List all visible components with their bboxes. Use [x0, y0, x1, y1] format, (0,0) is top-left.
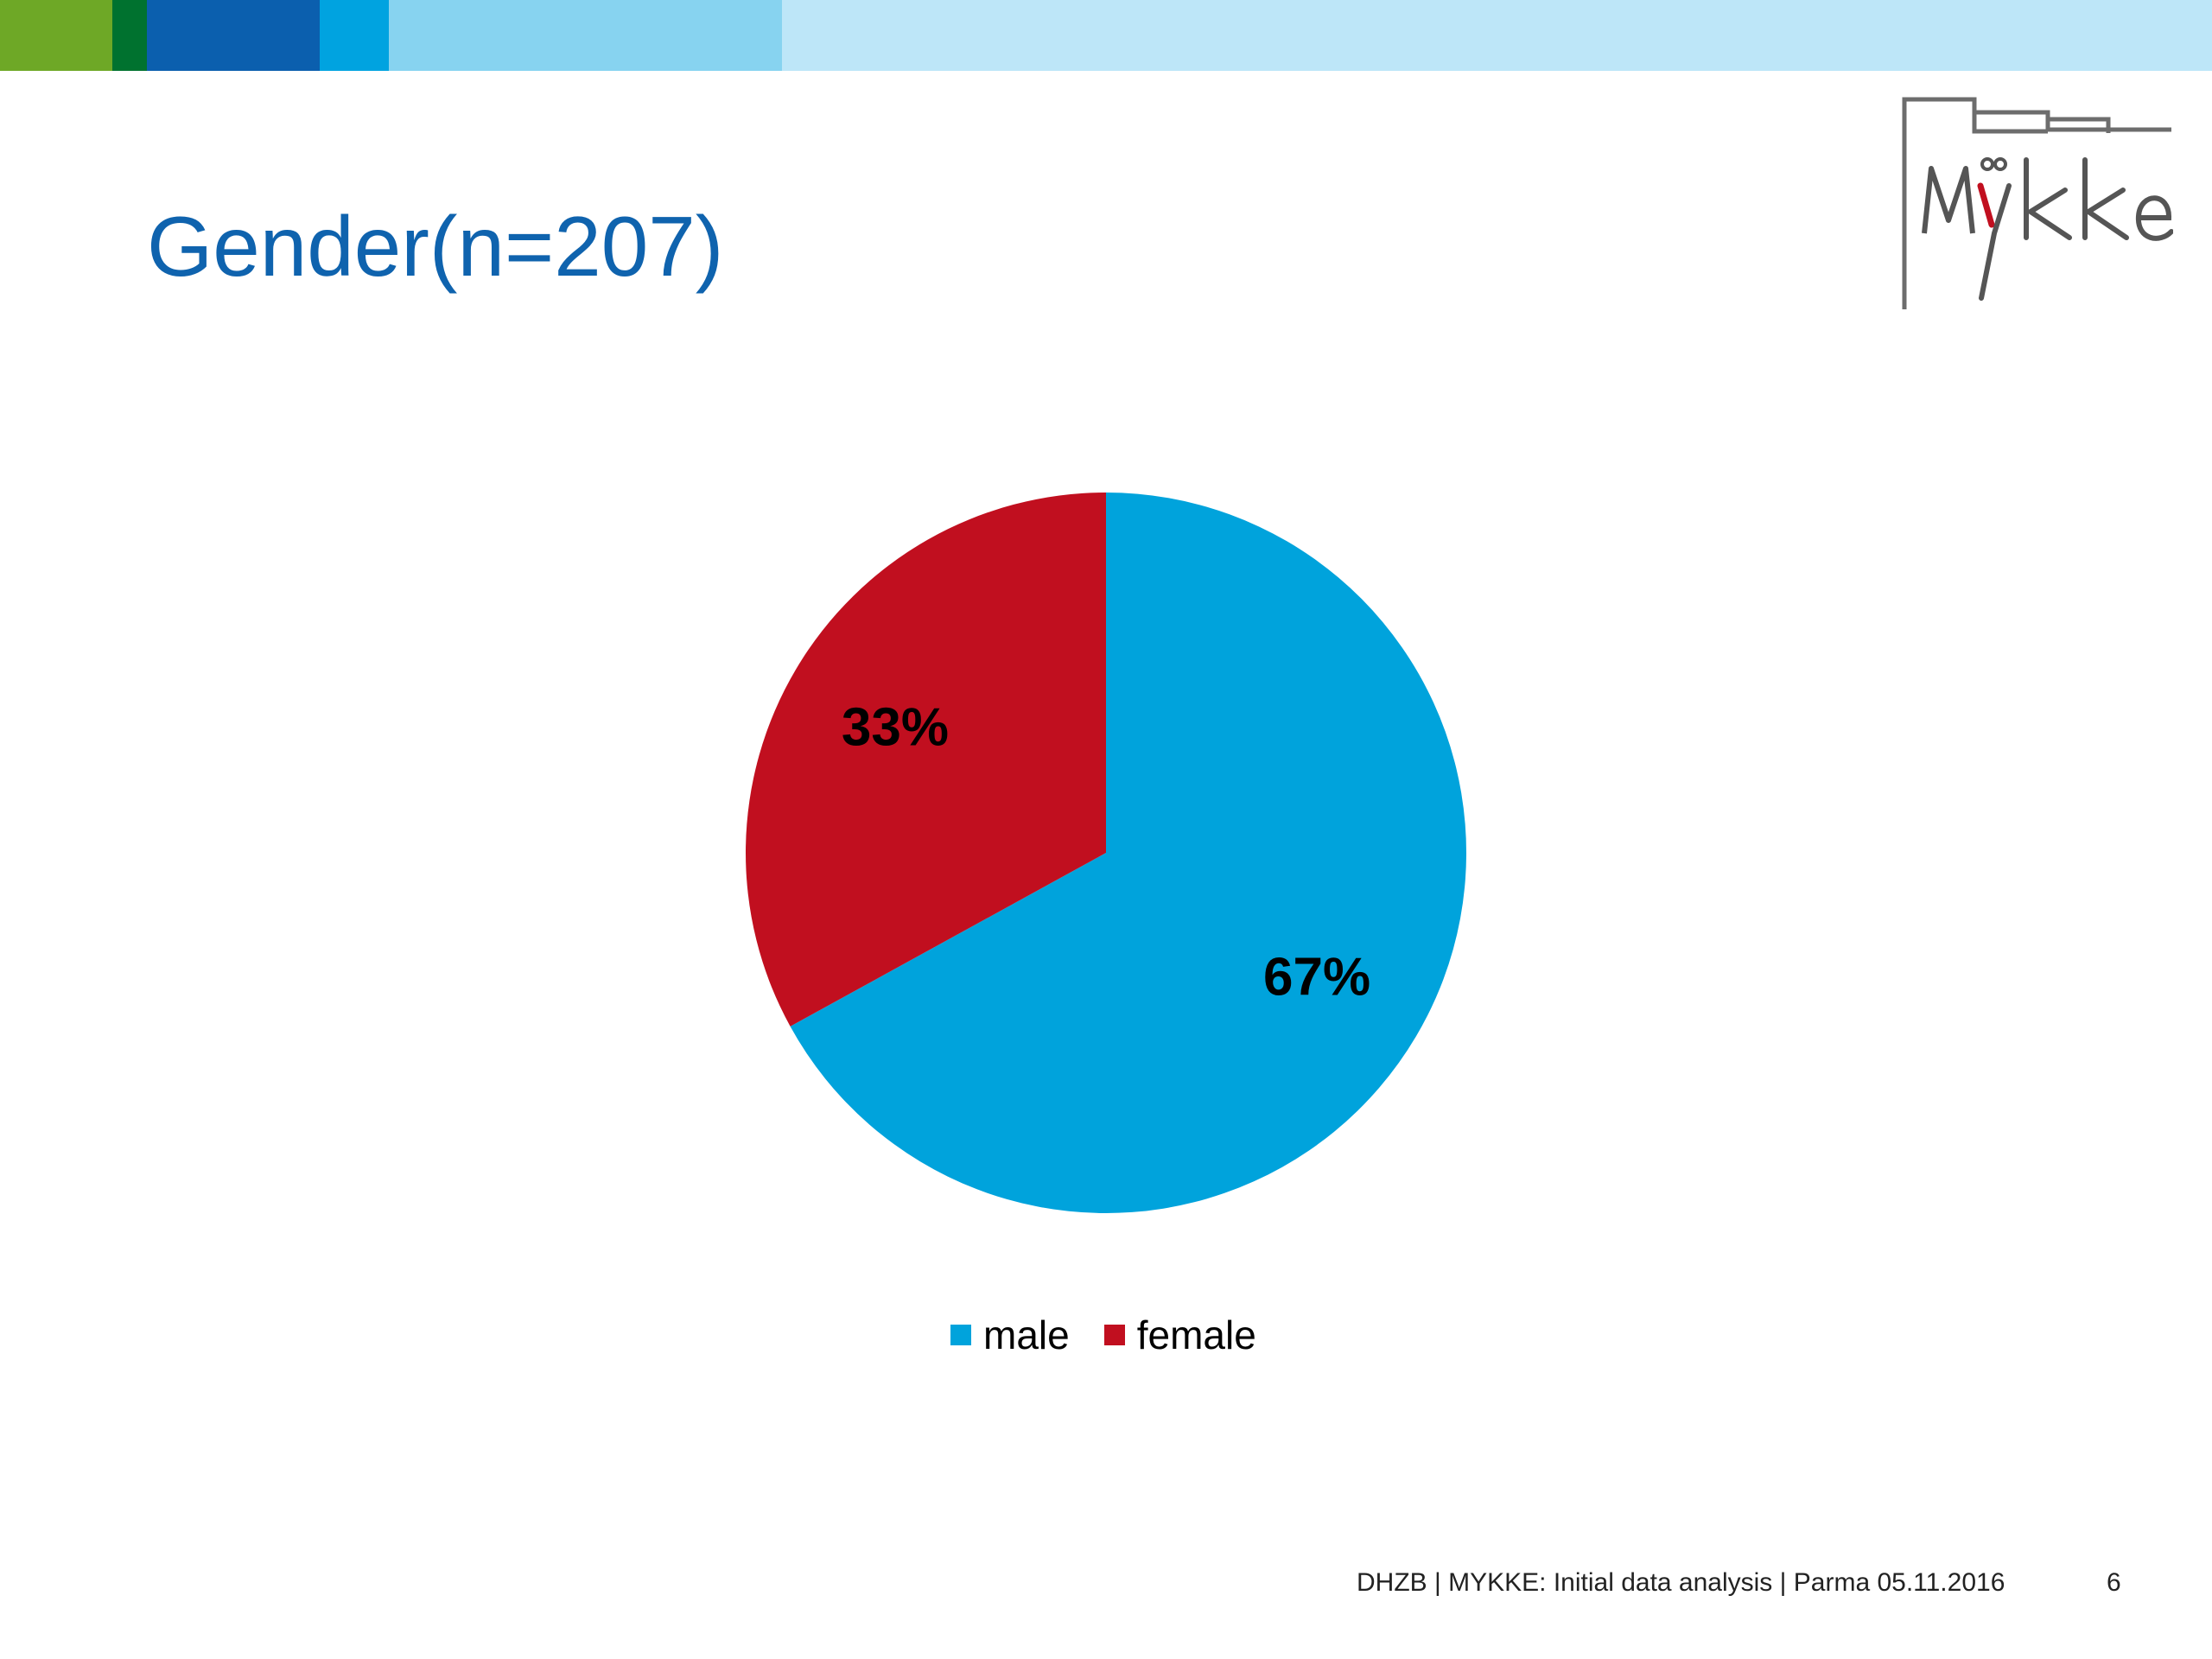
legend-label-female: female [1136, 1313, 1256, 1357]
bar-segment-green [0, 0, 112, 71]
legend-swatch-female [1103, 1325, 1125, 1345]
data-label-male: 67% [1263, 947, 1370, 1007]
pie-slice-male [790, 493, 1466, 1214]
bar-segment-dark-blue [147, 0, 320, 71]
legend-label-male: male [983, 1313, 1070, 1357]
legend-item-female: female [1103, 1312, 1256, 1358]
legend-swatch-male [950, 1325, 971, 1345]
bar-segment-pale-blue [782, 0, 2212, 71]
slide-title: Gender(n=207) [147, 199, 724, 294]
bar-segment-light-blue [389, 0, 782, 71]
mykke-logo [1902, 97, 2173, 309]
legend-item-male: male [950, 1312, 1070, 1358]
chart-legend: male female [950, 1305, 1256, 1365]
data-label-female: 33% [842, 698, 949, 758]
top-color-bar [0, 0, 2212, 71]
bar-segment-blue [320, 0, 389, 71]
footer-text: DHZB | MYKKE: Initial data analysis | Pa… [1357, 1568, 2005, 1597]
pie-slice-female [746, 493, 1106, 1027]
bar-segment-dark-green [112, 0, 147, 71]
page-number: 6 [2107, 1568, 2121, 1597]
